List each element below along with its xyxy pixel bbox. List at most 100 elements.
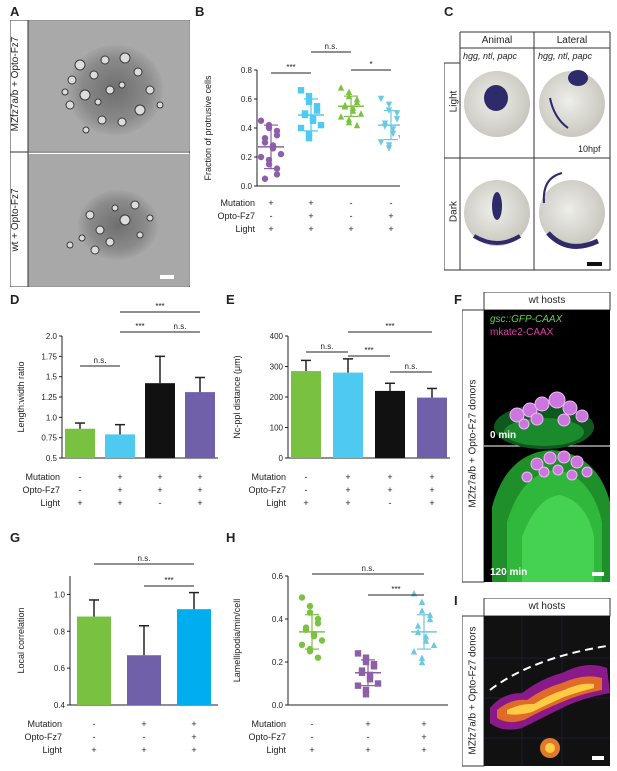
data-point [362, 654, 370, 661]
y-tick-label: 0.2 [272, 658, 284, 667]
condition-symbol: + [365, 719, 370, 729]
significance-label: *** [135, 322, 144, 331]
condition-symbol: + [308, 198, 313, 208]
panel-c-embryos [444, 31, 611, 271]
condition-symbol: - [159, 498, 162, 508]
condition-symbol: - [350, 198, 353, 208]
data-point [377, 139, 385, 146]
bar [291, 371, 321, 458]
condition-symbol: + [157, 485, 162, 495]
condition-symbol: + [388, 211, 393, 221]
data-point [418, 607, 426, 614]
data-point [381, 123, 389, 130]
bar [105, 434, 135, 458]
significance-label: n.s. [321, 342, 334, 351]
data-point [418, 598, 426, 605]
data-point [385, 101, 393, 108]
significance-label: *** [391, 585, 400, 594]
y-tick-label: 100 [270, 424, 284, 433]
condition-row-label: Mutation [27, 719, 62, 729]
data-point [314, 620, 322, 627]
panel-letter-e: E [226, 292, 235, 307]
significance-label: *** [364, 346, 373, 355]
condition-symbol: + [303, 498, 308, 508]
condition-symbol: + [308, 211, 313, 221]
bar [177, 609, 211, 705]
panel-letter-b: B [195, 4, 205, 19]
significance-label: *** [155, 302, 164, 311]
significance-label: n.s. [174, 322, 187, 331]
data-point [261, 175, 269, 182]
condition-symbol: + [308, 224, 313, 234]
significance-label: n.s. [325, 42, 338, 51]
condition-symbol: + [141, 719, 146, 729]
data-point [410, 648, 418, 655]
condition-row-label: Opto-Fz7 [248, 732, 286, 742]
panel-c-row-light: Light [448, 90, 460, 113]
condition-symbol: + [421, 732, 426, 742]
condition-symbol: + [429, 485, 434, 495]
bar [333, 372, 363, 458]
condition-symbol: + [429, 498, 434, 508]
bar [127, 655, 161, 705]
panel-d-chart: 0.5 0.75 1.0 1.25 1.5 1.75 2.0 Length:width rat… [16, 302, 218, 508]
condition-symbol: - [311, 732, 314, 742]
condition-symbol: - [270, 211, 273, 221]
panel-c-row-dark: Dark [448, 200, 460, 223]
data-point [353, 121, 361, 129]
data-point [426, 615, 434, 623]
condition-symbol: + [387, 472, 392, 482]
y-tick-label: 1.75 [41, 352, 57, 361]
panel-b-chart: 0.0 0.2 0.4 0.6 0.8 Fraction of protrusive ce… [203, 42, 400, 234]
panel-c-markers-2: hgg, ntl, papc [538, 51, 593, 61]
y-tick-label: 0.4 [272, 615, 284, 624]
panel-letter-i: I [454, 593, 458, 608]
condition-symbol: - [367, 732, 370, 742]
y-tick-label: 0.6 [272, 572, 284, 581]
y-tick-label: 300 [270, 363, 284, 372]
condition-symbol: - [143, 732, 146, 742]
panel-f-side-label: MZfz7a/b + Opto-Fz7 donors [467, 379, 479, 508]
data-point [377, 95, 385, 103]
panel-a-bottom-label: wt + Opto-Fz7 [10, 188, 21, 252]
condition-symbol: + [197, 498, 202, 508]
y-tick-label: 0.0 [272, 701, 284, 710]
y-tick-label: 0.0 [241, 182, 253, 191]
condition-symbol: + [91, 745, 96, 755]
y-tick-label: 0.75 [41, 434, 57, 443]
significance-label: *** [286, 63, 295, 72]
y-tick-label: 2.0 [46, 332, 58, 341]
data-point [309, 117, 317, 124]
condition-row-label: Mutation [25, 472, 60, 482]
condition-row-label: Light [235, 224, 255, 234]
data-point [353, 98, 361, 106]
y-tick-label: 200 [270, 393, 284, 402]
data-point [273, 171, 281, 178]
y-tick-label: 400 [270, 332, 284, 341]
data-point [357, 110, 365, 117]
data-point [362, 691, 370, 698]
condition-symbol: + [421, 719, 426, 729]
panel-f-confocal [462, 292, 611, 583]
panel-h-chart: 0.0 0.2 0.4 0.6 Lamellipodia/min/cell n.s. ***… [232, 564, 448, 755]
y-tick-label: 1.5 [46, 373, 58, 382]
data-point [298, 641, 306, 648]
condition-row-label: Opto-Fz7 [248, 485, 286, 495]
data-point [305, 134, 313, 142]
data-point [318, 637, 326, 644]
panel-letter-h: H [226, 530, 236, 545]
significance-label: * [369, 60, 372, 69]
y-axis-label: Local correlation [16, 607, 26, 673]
y-tick-label: 0.2 [241, 153, 253, 162]
data-point [305, 92, 313, 100]
y-axis-label: Lamellipodia/min/cell [232, 599, 242, 683]
panel-letter-d: D [10, 292, 20, 307]
y-tick-label: 1.0 [46, 413, 58, 422]
data-point [306, 602, 314, 610]
panel-c-markers-1: hgg, ntl, papc [463, 51, 518, 61]
data-point [313, 107, 321, 114]
condition-symbol: + [345, 485, 350, 495]
condition-symbol: + [191, 732, 196, 742]
bar [77, 616, 111, 705]
data-point [414, 622, 422, 629]
